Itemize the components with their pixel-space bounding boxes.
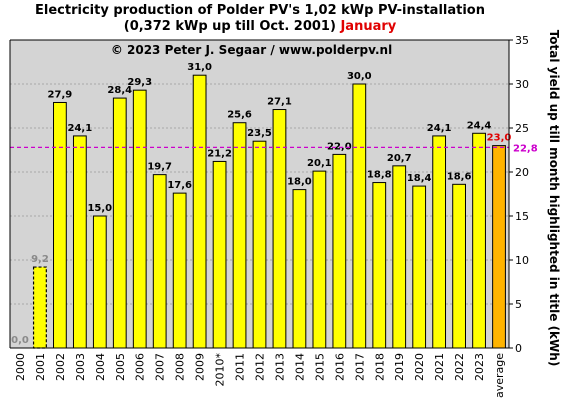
- x-tick-label: 2013: [273, 353, 286, 381]
- chart-title-month: January: [340, 19, 397, 34]
- bar: [32, 266, 47, 349]
- bar: [292, 189, 307, 349]
- y-tick-label: 0: [515, 342, 522, 355]
- bar: [172, 192, 187, 349]
- x-tick-label: 2018: [373, 353, 386, 381]
- x-tick-label: 2020: [413, 353, 426, 381]
- value-label: 25,6: [227, 110, 252, 121]
- y-tick-label: 5: [515, 298, 522, 311]
- x-tick-label: 2019: [393, 353, 406, 381]
- bar: [392, 165, 407, 349]
- bar: [132, 89, 147, 349]
- x-tick-label: 2015: [313, 353, 326, 381]
- value-label: 17,6: [167, 180, 192, 191]
- chart-title-subtitle: (0,372 kWp up till Oct. 2001): [123, 19, 336, 34]
- bar: [112, 97, 127, 349]
- value-label: 18,6: [447, 171, 472, 182]
- value-label: 18,0: [287, 177, 312, 188]
- bar: [352, 83, 367, 349]
- bar: [452, 183, 466, 349]
- value-label: 24,4: [467, 120, 492, 131]
- x-tick-label: 2016: [333, 353, 346, 381]
- y-axis: 0 5 10 15 20 25 30 35: [508, 34, 529, 355]
- bar: [92, 215, 107, 349]
- bar: [272, 109, 287, 349]
- x-tick-label: 2002: [54, 353, 67, 381]
- value-label: 18,8: [367, 170, 392, 181]
- bar-average: [492, 145, 506, 349]
- x-tick-label: 2009: [194, 353, 207, 381]
- value-label: 29,3: [127, 77, 152, 88]
- value-label: 15,0: [87, 203, 112, 214]
- value-label: 24,1: [68, 123, 93, 134]
- x-tick-label: 2017: [353, 353, 366, 381]
- x-tick-label: 2005: [114, 353, 127, 381]
- copyright-text: © 2023 Peter J. Segaar / www.polderpv.nl: [111, 43, 392, 57]
- bars: [32, 74, 506, 349]
- bar: [252, 140, 267, 349]
- x-tick-label: 2011: [234, 353, 247, 381]
- bar: [53, 101, 67, 349]
- y-tick-label: 20: [515, 166, 529, 179]
- value-label: 20,1: [307, 158, 332, 169]
- x-tick-label: 2006: [134, 353, 147, 381]
- bar: [372, 182, 387, 349]
- y-tick-label: 25: [515, 122, 529, 135]
- x-tick-label: 2014: [293, 353, 306, 381]
- value-label: 19,7: [147, 162, 172, 173]
- x-tick-label: 2021: [433, 353, 446, 381]
- bar: [432, 135, 447, 349]
- value-label: 24,1: [427, 123, 452, 134]
- chart-title-line1: Electricity production of Polder PV's 1,…: [35, 3, 485, 18]
- y-tick-label: 10: [515, 254, 529, 267]
- x-axis: 2000 2001 2002 2003 2004 2005 2006 2007 2008 2009…: [9, 39, 509, 398]
- bar: [192, 74, 207, 349]
- bar: [232, 122, 247, 349]
- x-tick-label: 2003: [74, 353, 87, 381]
- value-label: 9,2: [31, 254, 49, 265]
- bar: [212, 160, 227, 349]
- value-label: 28,4: [107, 85, 132, 96]
- x-tick-label: 2008: [174, 353, 187, 381]
- bar: [412, 185, 427, 349]
- x-tick-label: 2004: [94, 353, 107, 381]
- x-tick-label: 2012: [254, 353, 267, 381]
- y-tick-label: 35: [515, 34, 529, 47]
- bar: [472, 132, 486, 349]
- x-tick-label: 2001: [34, 353, 47, 381]
- value-label: 20,7: [387, 153, 412, 164]
- value-label: 0,0: [11, 335, 29, 346]
- bar: [332, 153, 347, 349]
- value-label: 27,9: [48, 89, 73, 100]
- y-tick-label: 30: [515, 78, 529, 91]
- x-tick-label: 2022: [453, 353, 466, 381]
- average-reference-line: 22,8: [10, 143, 538, 154]
- x-tick-label: average: [493, 353, 506, 398]
- value-label: 18,4: [407, 173, 432, 184]
- value-label: 23,5: [247, 128, 272, 139]
- value-label: 21,2: [207, 148, 232, 159]
- bar: [152, 174, 167, 349]
- x-tick-label: 2007: [154, 353, 167, 381]
- chart-title-line2: (0,372 kWp up till Oct. 2001) January: [0, 19, 520, 35]
- bar: [72, 135, 87, 349]
- bar: [312, 170, 327, 349]
- value-label: 30,0: [347, 71, 372, 82]
- y-axis-label: Total yield up till month highlighted in…: [547, 30, 561, 367]
- value-label: 31,0: [187, 62, 212, 73]
- value-label: 27,1: [267, 97, 292, 108]
- value-labels: 0,0 9,2 27,9 24,1 15,0 28,429,3 19,7 17,6 31,0 21…: [11, 62, 511, 346]
- y-tick-label: 15: [515, 210, 529, 223]
- value-label: 23,0: [487, 133, 512, 144]
- x-tick-label: 2023: [473, 353, 486, 381]
- average-line-label: 22,8: [513, 143, 538, 154]
- x-tick-label: 2010*: [214, 353, 227, 387]
- chart-title: Electricity production of Polder PV's 1,…: [0, 3, 520, 35]
- x-tick-label: 2000: [14, 353, 27, 381]
